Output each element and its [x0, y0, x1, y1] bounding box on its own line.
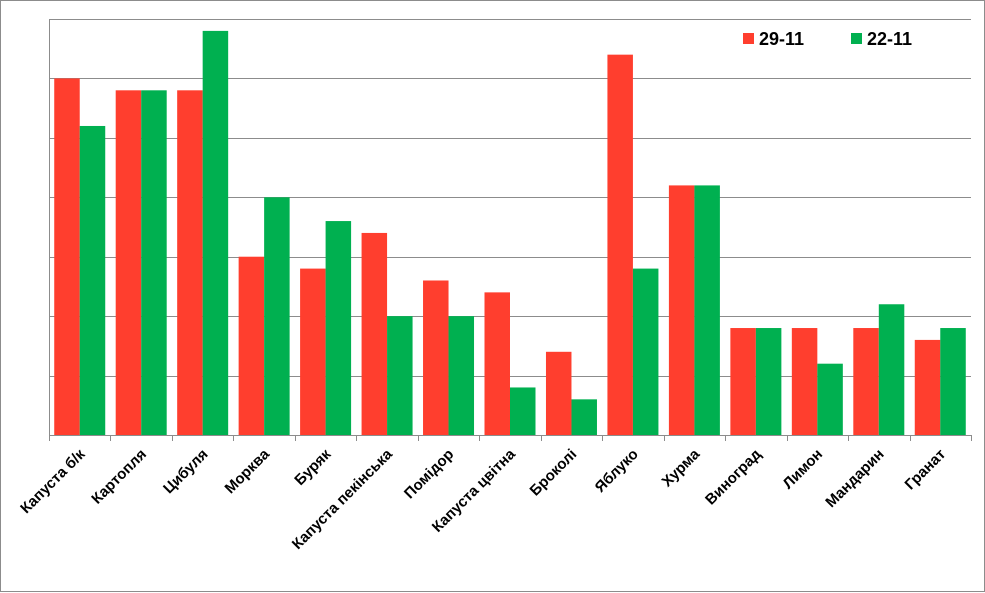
legend-swatch-29-11 [743, 33, 754, 44]
bar-22-11 [632, 268, 659, 435]
bars [54, 30, 966, 436]
bar-22-11 [694, 185, 720, 435]
bar-22-11 [79, 125, 106, 435]
bar-22-11 [817, 363, 843, 435]
x-tick-label: Капуста пекінська [289, 445, 397, 553]
bar-29-11 [668, 185, 695, 435]
bar-29-11 [484, 292, 510, 435]
x-tick-label: Гранат [902, 446, 950, 494]
x-tick-label: Лимон [780, 446, 827, 493]
bar-29-11 [54, 78, 80, 436]
bar-22-11 [448, 316, 475, 435]
bar-29-11 [423, 280, 449, 435]
x-tick-label: Картопля [88, 446, 150, 508]
bar-22-11 [141, 90, 167, 435]
x-tick-label: Буряк [291, 445, 334, 488]
bar-22-11 [878, 304, 905, 435]
bar-22-11 [510, 387, 536, 435]
bar-29-11 [115, 90, 142, 435]
x-tick-label: Цибуля [160, 446, 211, 497]
bar-22-11 [571, 399, 597, 435]
x-tick-label: Яблуко [592, 446, 642, 496]
bar-29-11 [730, 328, 756, 435]
x-tick-labels: Капуста б/к Картопля Цибуля Морква БурякКапу… [17, 445, 949, 553]
x-tick-label: Помідор [401, 446, 457, 502]
legend-label-22-11: 22-11 [867, 29, 912, 49]
x-tick-label: Броколі [527, 446, 581, 500]
bar-22-11 [264, 197, 290, 435]
bar-29-11 [607, 54, 633, 435]
bar-22-11 [940, 328, 966, 435]
bar-29-11 [300, 268, 326, 435]
bar-22-11 [755, 328, 782, 435]
bar-29-11 [791, 328, 818, 435]
x-tick-label: Морква [222, 445, 274, 497]
legend-swatch-22-11 [851, 33, 862, 44]
axes [49, 19, 972, 441]
bar-22-11 [325, 221, 352, 435]
bar-29-11 [914, 339, 941, 435]
x-tick-label: Мандарин [822, 446, 887, 511]
bar-22-11 [387, 316, 413, 435]
legend-label-29-11: 29-11 [759, 29, 804, 49]
x-tick-label: Виноград [702, 445, 765, 508]
bar-29-11 [361, 232, 388, 435]
bar-29-11 [545, 351, 572, 435]
x-tick-label: Хурма [659, 445, 704, 490]
legend: 29-11 22-11 [743, 29, 912, 49]
bar-22-11 [202, 30, 229, 435]
x-tick-label: Капуста б/к [17, 445, 89, 517]
bar-29-11 [177, 90, 203, 435]
bar-29-11 [238, 256, 265, 435]
bar-29-11 [853, 328, 879, 435]
